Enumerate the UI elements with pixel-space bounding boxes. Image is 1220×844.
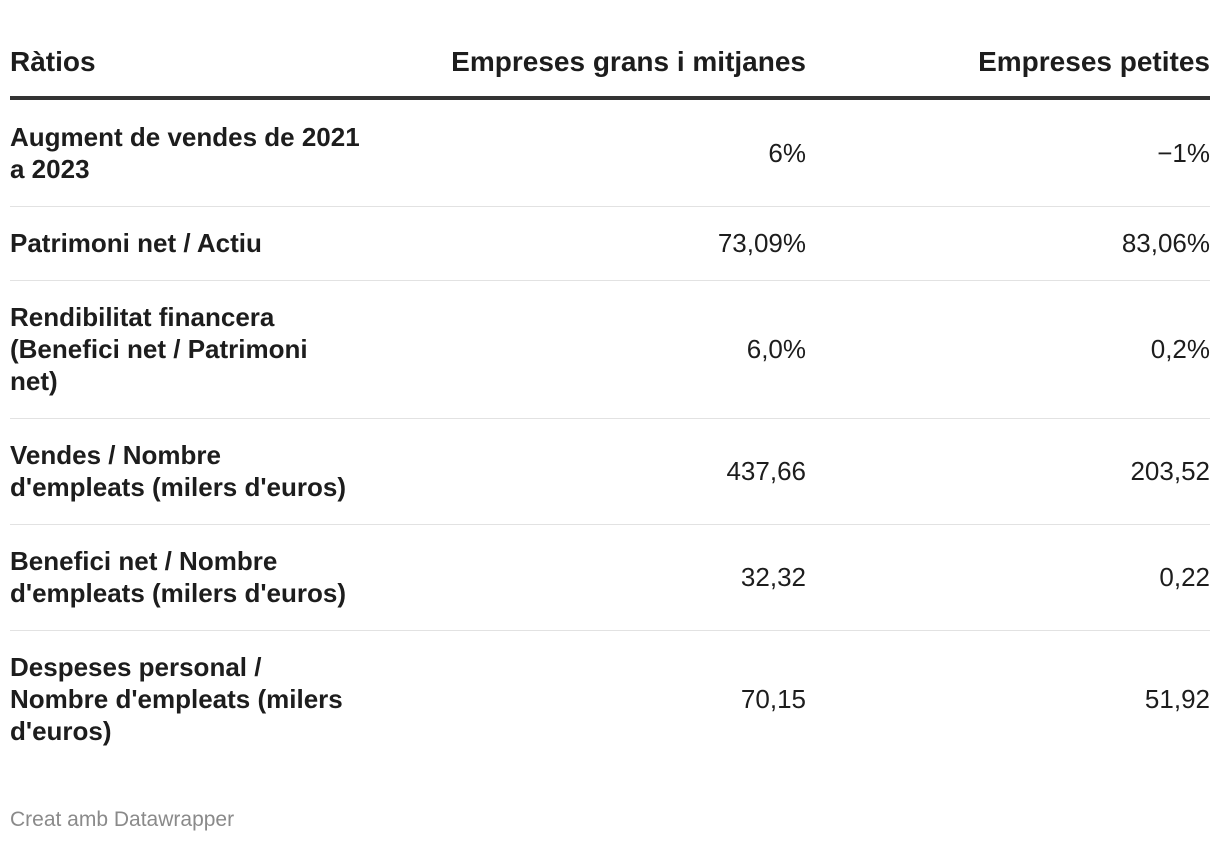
table-row: Rendibilitat financera (Benefici net / P… [10, 280, 1210, 419]
row-label: Patrimoni net / Actiu [10, 206, 370, 281]
value-large-medium: 32,32 [370, 524, 806, 631]
value-small: 203,52 [806, 418, 1210, 525]
value-large-medium: 6,0% [370, 280, 806, 419]
row-label: Vendes / Nombre d'empleats (milers d'eur… [10, 418, 370, 525]
value-large-medium: 437,66 [370, 418, 806, 525]
column-header-ratios: Ràtios [10, 0, 370, 100]
value-small: 83,06% [806, 206, 1210, 281]
value-small: −1% [806, 98, 1210, 207]
value-small: 0,22 [806, 524, 1210, 631]
table-header-row: Ràtios Empreses grans i mitjanes Emprese… [10, 0, 1210, 100]
row-label: Rendibilitat financera (Benefici net / P… [10, 280, 370, 419]
row-label: Despeses personal / Nombre d'empleats (m… [10, 652, 343, 747]
value-small: 0,2% [806, 280, 1210, 419]
row-label: Benefici net / Nombre d'empleats (milers… [10, 524, 370, 631]
value-large-medium: 73,09% [370, 206, 806, 281]
table-row: Augment de vendes de 2021 a 2023 6% −1% [10, 98, 1210, 207]
datawrapper-credit: Creat amb Datawrapper [10, 808, 235, 831]
ratios-table-container: Ràtios Empreses grans i mitjanes Emprese… [10, 0, 1210, 768]
table-row: Benefici net / Nombre d'empleats (milers… [10, 524, 1210, 631]
value-large-medium: 70,15 [740, 684, 806, 715]
value-large-medium: 6% [370, 98, 806, 207]
table-row: Despeses personal / Nombre d'empleats (m… [10, 630, 1210, 768]
ratios-table: Ràtios Empreses grans i mitjanes Emprese… [10, 0, 1210, 768]
value-small: 51,92 [1144, 684, 1210, 715]
table-row: Vendes / Nombre d'empleats (milers d'eur… [10, 418, 1210, 525]
row-label: Augment de vendes de 2021 a 2023 [10, 98, 370, 207]
column-header-large-medium: Empreses grans i mitjanes [370, 0, 806, 100]
table-row: Patrimoni net / Actiu 73,09% 83,06% [10, 206, 1210, 281]
column-header-small: Empreses petites [806, 0, 1210, 100]
